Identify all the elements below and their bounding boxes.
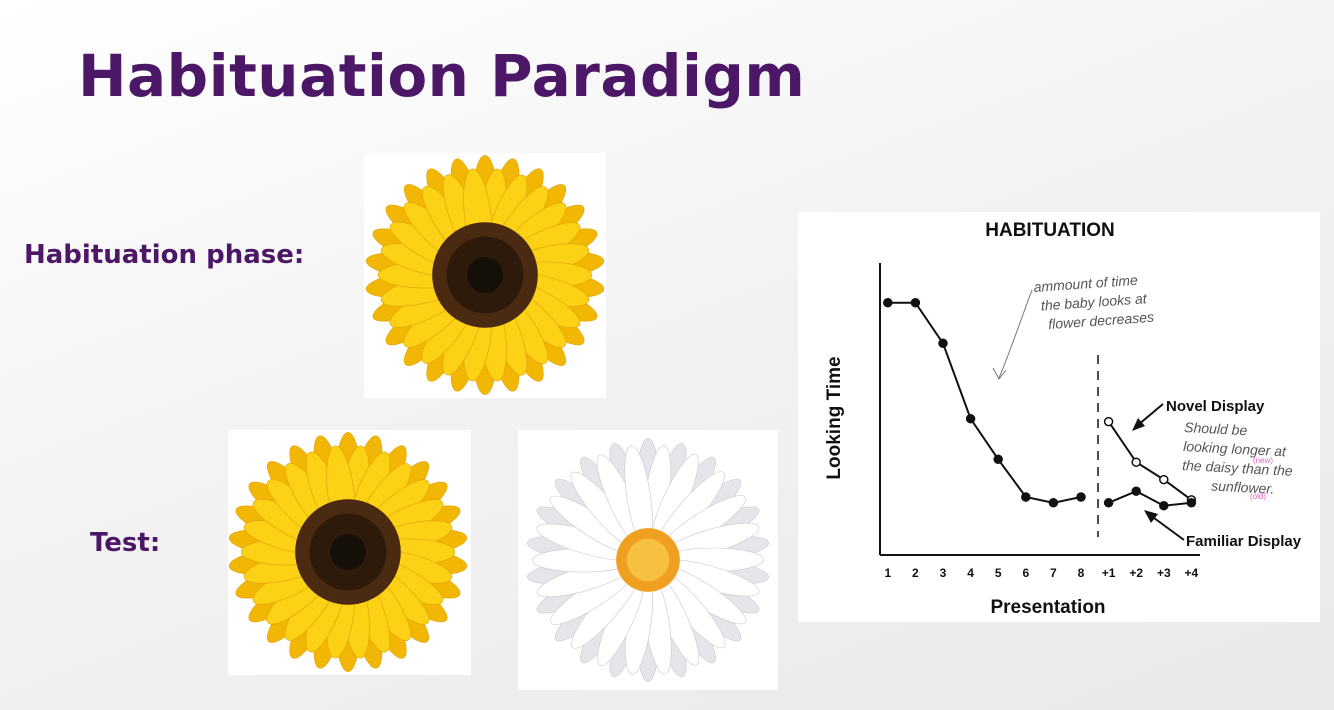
- data-point: [1131, 486, 1141, 496]
- chart-title: HABITUATION: [985, 220, 1114, 241]
- test-label: Test:: [90, 528, 161, 558]
- annotation-line: the daisy than the: [1182, 457, 1293, 479]
- annotation-line: looking longer at: [1183, 438, 1288, 459]
- x-axis-label: Presentation: [990, 597, 1105, 618]
- annotation-line: Should be: [1184, 419, 1248, 438]
- data-point: [910, 297, 921, 308]
- data-point: [1131, 457, 1141, 467]
- flower-center: [330, 534, 366, 570]
- x-tick-label: 2: [912, 566, 919, 580]
- familiar-arrow: [1149, 514, 1185, 541]
- data-point: [1186, 498, 1197, 508]
- annotation-line: ammount of time: [1033, 272, 1138, 295]
- x-tick-label: 6: [1022, 566, 1029, 580]
- x-tick-label: 4: [967, 566, 974, 580]
- x-tick-label: +4: [1185, 566, 1199, 580]
- slide-title: Habituation Paradigm: [78, 42, 806, 110]
- x-tick-label: 5: [995, 566, 1002, 580]
- chart-panel: HABITUATION Presentation Looking Time No…: [798, 212, 1320, 622]
- x-tick-label: +3: [1157, 566, 1171, 580]
- annotation-arrowhead: [992, 367, 1007, 380]
- data-point: [993, 454, 1003, 465]
- chart: HABITUATION Presentation Looking Time No…: [824, 220, 1302, 618]
- data-point: [965, 413, 976, 424]
- data-point: [1159, 474, 1169, 485]
- data-point: [1048, 498, 1059, 508]
- x-tick-label: +2: [1129, 566, 1143, 580]
- flower-center: [467, 257, 503, 293]
- y-axis-label: Looking Time: [824, 356, 845, 479]
- series-line: [887, 301, 1082, 504]
- flower-center: [626, 538, 670, 582]
- x-tick-label: 8: [1078, 566, 1085, 580]
- phase-label: Habituation phase:: [24, 240, 305, 270]
- annotation-line: the baby looks at: [1040, 290, 1148, 313]
- novel-arrow: [1137, 403, 1164, 426]
- series-line: [1108, 490, 1192, 507]
- sunflower-image: [228, 430, 471, 675]
- x-tick-label: 1: [884, 566, 891, 580]
- data-point: [1159, 500, 1169, 511]
- x-tick-label: 7: [1050, 566, 1057, 580]
- data-point: [1103, 416, 1114, 427]
- annotation-line: flower decreases: [1048, 309, 1155, 332]
- data-point: [883, 297, 893, 308]
- data-point: [1103, 498, 1114, 508]
- data-point: [1021, 492, 1031, 502]
- x-tick-label: +1: [1102, 566, 1116, 580]
- novel-arrowhead: [1132, 418, 1145, 431]
- sunflower-image: [364, 153, 606, 398]
- x-tick-label: 3: [940, 566, 947, 580]
- daisy-image: [518, 430, 778, 690]
- legend-label: Novel Display: [1166, 398, 1265, 415]
- data-point: [938, 338, 948, 349]
- annotation-arrow: [998, 289, 1033, 379]
- annotation-tag: (new): [1253, 456, 1273, 465]
- data-point: [1076, 492, 1086, 502]
- annotation-tag: (old): [1250, 492, 1266, 501]
- annotation-line: sunflower.: [1211, 478, 1275, 497]
- legend-label: Familiar Display: [1186, 533, 1302, 550]
- familiar-arrowhead: [1144, 510, 1158, 523]
- series-line: [1107, 421, 1192, 501]
